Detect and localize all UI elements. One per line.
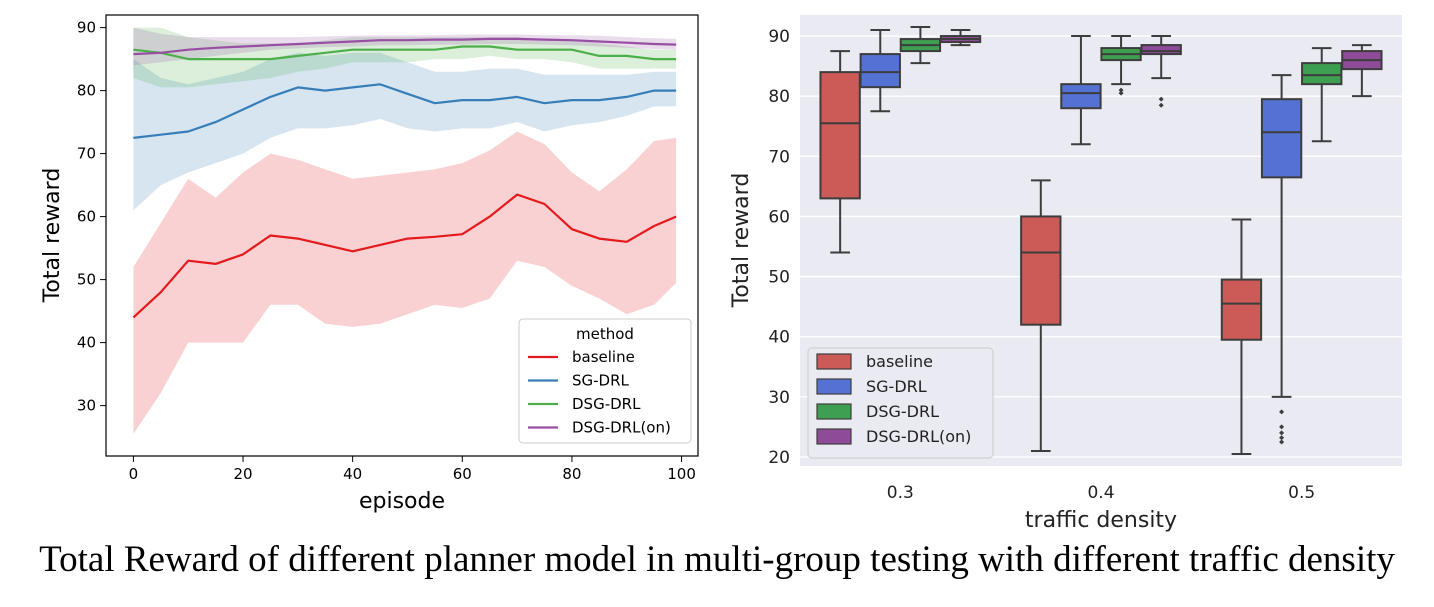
y-tick-label: 80 <box>77 82 96 100</box>
legend: baseline SG-DRL DSG-DRL DSG-DRL(on) <box>807 347 994 459</box>
box-body <box>1140 44 1182 56</box>
line-SG-DRL <box>133 83 677 139</box>
legend-label-baseline: baseline <box>572 348 635 366</box>
box-body <box>859 53 901 89</box>
y-tick-label: 80 <box>768 87 790 107</box>
box-DSG-DRL-0.3 <box>899 26 942 65</box>
legend-label-DSG-DRL: DSG-DRL <box>572 395 641 413</box>
x-axis-label: episode <box>359 489 445 514</box>
band-DSG-DRL <box>133 27 677 88</box>
box-DSG-DRL-0.5 <box>1301 47 1343 143</box>
box-body <box>1260 98 1303 179</box>
box-SG-DRL-0.5 <box>1260 74 1303 445</box>
y-tick-label: 90 <box>768 27 790 47</box>
legend-title: method <box>576 325 634 343</box>
legend-swatch-SG-DRL <box>816 378 852 395</box>
flier-point <box>1158 96 1164 102</box>
box-baseline-0.5 <box>1220 218 1263 455</box>
box-body <box>1020 215 1062 326</box>
legend-box <box>807 347 994 459</box>
legend-label-baseline: baseline <box>866 352 933 371</box>
x-tick-label: 40 <box>343 465 362 483</box>
legend-swatch-DSG-DRL(on) <box>816 428 852 445</box>
flier-point <box>1279 435 1285 441</box>
band-DSG-DRL(on) <box>133 27 677 66</box>
box-body <box>1220 278 1263 341</box>
x-tick-label: 0 <box>129 465 139 483</box>
y-tick-label: 30 <box>768 388 790 408</box>
legend-box <box>518 318 692 444</box>
box-body <box>819 71 861 200</box>
x-tick-label: 20 <box>233 465 252 483</box>
y-axis-label: Total reward <box>40 168 65 304</box>
y-tick-label: 40 <box>768 328 790 348</box>
legend-swatch-DSG-DRL <box>816 403 852 420</box>
flier-point <box>1158 102 1164 108</box>
legend-label-DSG-DRL: DSG-DRL <box>866 402 939 421</box>
flier-point <box>1279 409 1285 415</box>
box-body <box>1301 62 1343 86</box>
plot-frame <box>105 14 699 457</box>
box-DSG-DRL(on)-0.3 <box>939 29 982 47</box>
line-DSG-DRL <box>133 45 677 61</box>
box-DSG-DRL(on)-0.4 <box>1140 35 1182 108</box>
flier-point <box>1118 87 1124 93</box>
box-SG-DRL-0.3 <box>859 29 901 113</box>
flier-point <box>1279 430 1285 436</box>
box-SG-DRL-0.4 <box>1060 35 1102 146</box>
y-tick-label: 60 <box>768 207 790 227</box>
y-tick-label: 70 <box>768 147 790 167</box>
line-baseline <box>132 193 677 319</box>
legend-label-DSG-DRL(on): DSG-DRL(on) <box>866 427 971 446</box>
y-tick-label: 30 <box>77 397 96 415</box>
x-tick-label: 60 <box>453 465 472 483</box>
box-baseline-0.3 <box>819 50 861 254</box>
y-tick-label: 50 <box>77 271 96 289</box>
y-tick-label: 70 <box>77 145 96 163</box>
y-tick-label: 20 <box>768 448 790 468</box>
box-chart-reward-vs-density: 20 30 40 50 60 70 80 90 0.3 0.4 0.5 traffic density… <box>729 15 1402 533</box>
x-tick-label: 0.4 <box>1087 483 1114 503</box>
flier-point <box>1279 424 1285 430</box>
x-tick-label: 80 <box>562 465 581 483</box>
box-body <box>1060 83 1102 110</box>
y-tick-label: 60 <box>77 208 96 226</box>
band-SG-DRL <box>133 52 677 211</box>
x-axis-label: traffic density <box>1025 508 1177 533</box>
line-chart-reward-vs-episode: 0 20 40 60 80 100 30 40 50 60 70 80 90 episode Total r… <box>40 14 699 514</box>
legend-label-DSG-DRL(on): DSG-DRL(on) <box>572 419 671 437</box>
legend-label-SG-DRL: SG-DRL <box>572 372 630 390</box>
y-tick-label: 50 <box>768 268 790 288</box>
line-DSG-DRL(on) <box>133 37 677 56</box>
legend: method baseline SG-DRL DSG-DRL DSG-DRL(on) <box>518 318 692 444</box>
x-tick-label: 0.5 <box>1288 483 1315 503</box>
box-baseline-0.4 <box>1020 179 1062 452</box>
x-tick-label: 0.3 <box>887 483 914 503</box>
y-tick-label: 90 <box>77 19 96 37</box>
x-tick-label: 100 <box>667 465 696 483</box>
flier-point <box>1279 439 1285 445</box>
legend-label-SG-DRL: SG-DRL <box>866 377 927 396</box>
y-axis-label: Total reward <box>729 173 754 309</box>
legend-swatch-baseline <box>816 353 852 370</box>
box-DSG-DRL(on)-0.5 <box>1341 44 1383 98</box>
figure-caption: Total Reward of different planner model … <box>39 539 1395 580</box>
band-baseline <box>133 131 677 434</box>
flier-point <box>1118 90 1124 96</box>
y-tick-label: 40 <box>77 334 96 352</box>
